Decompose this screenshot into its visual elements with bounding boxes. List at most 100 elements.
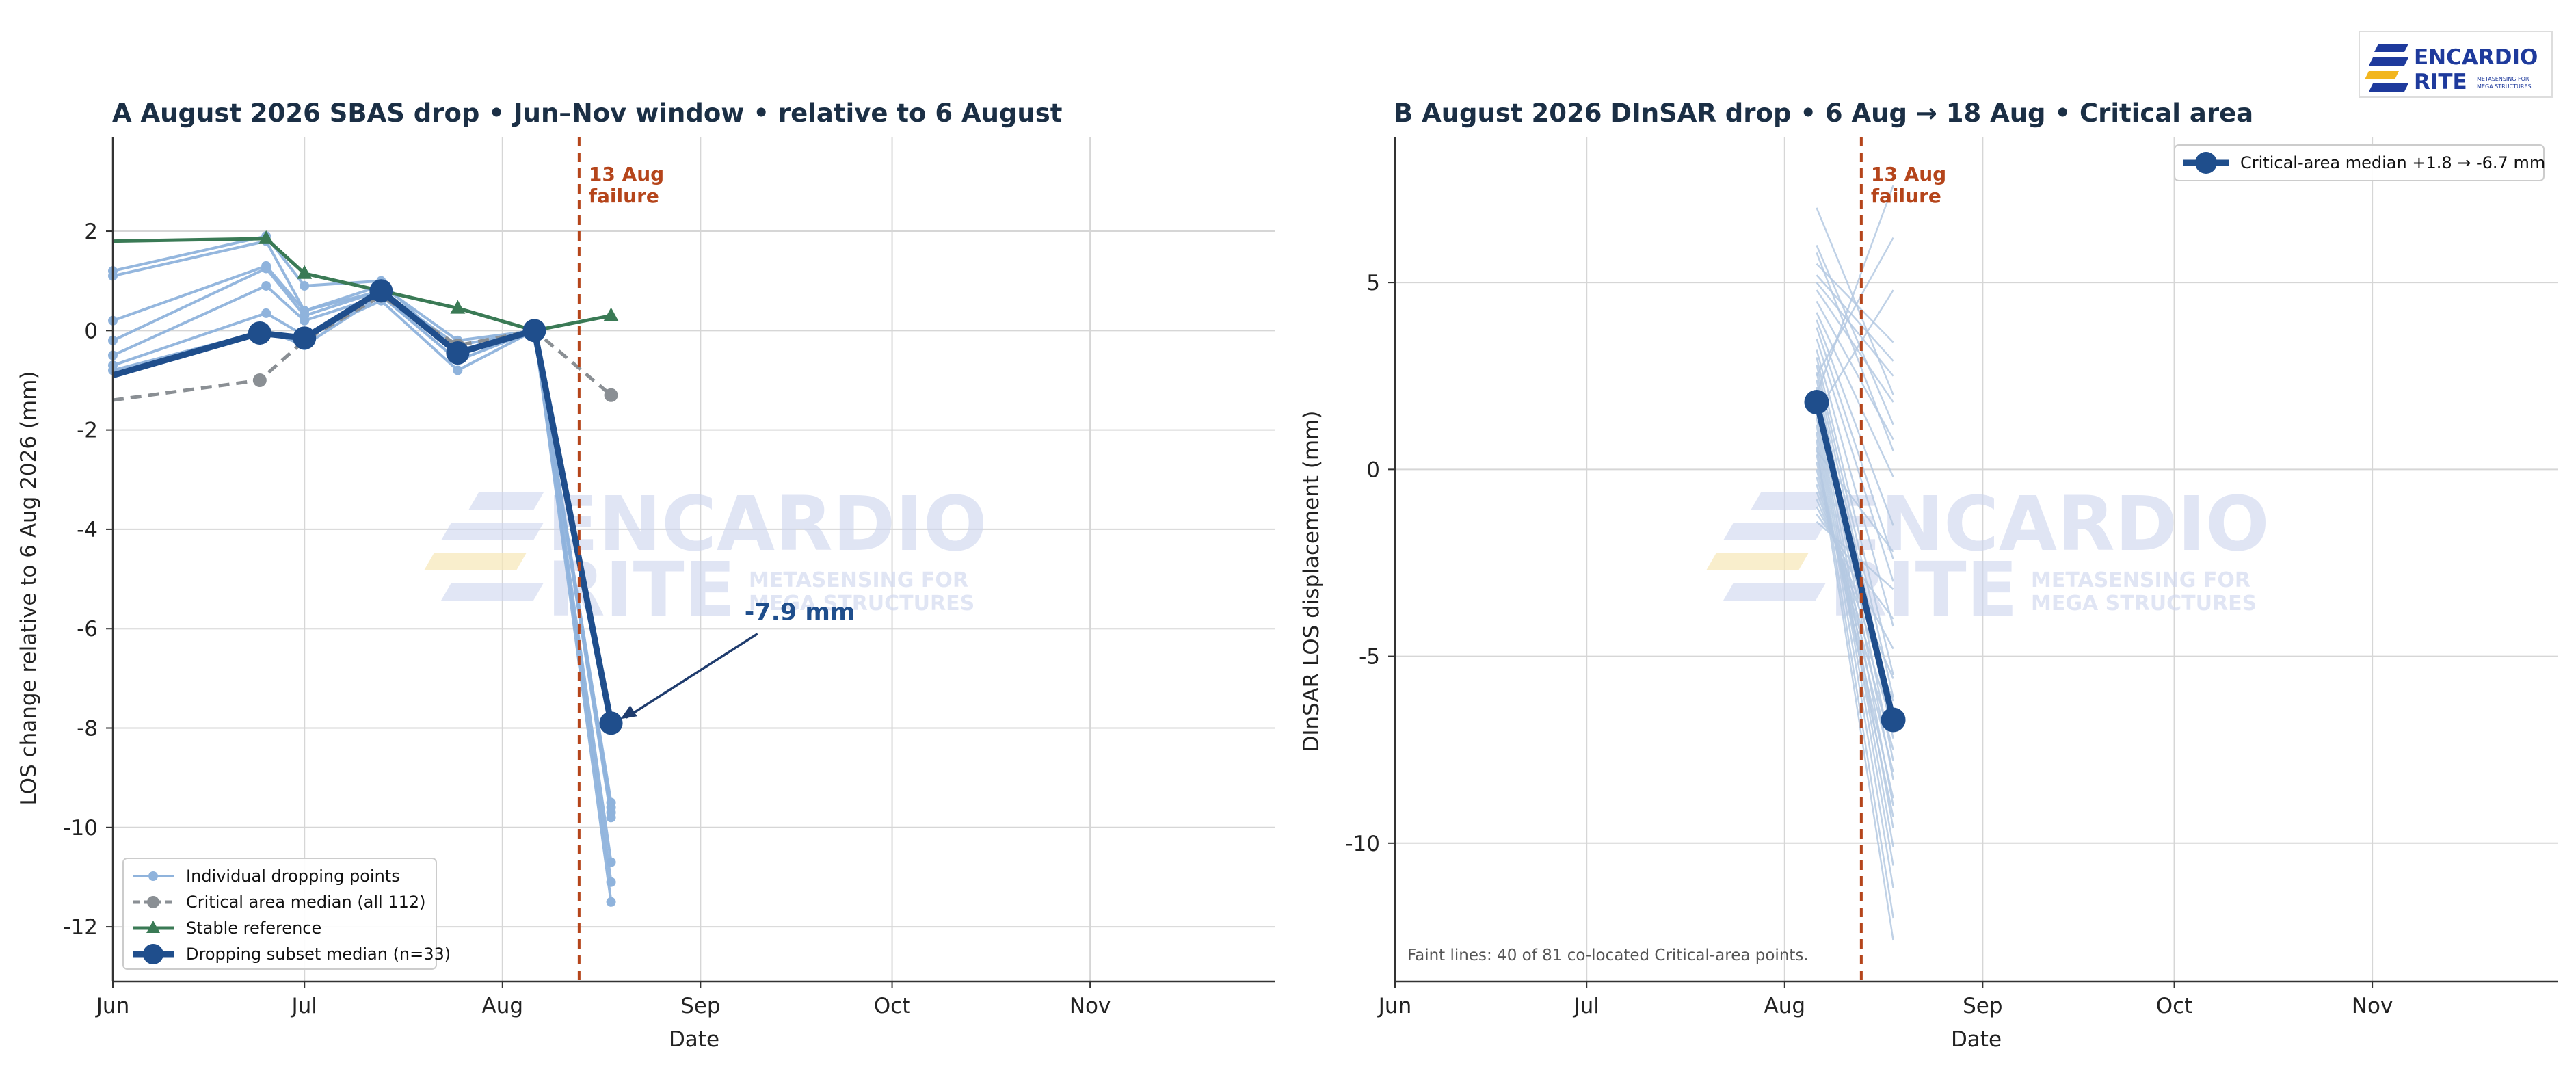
faint-point-line xyxy=(1816,282,1894,377)
logo-stripe-icon xyxy=(2374,44,2408,52)
panel-b-ylabel: DInSAR LOS displacement (mm) xyxy=(1299,411,1324,752)
y-tick-label: 5 xyxy=(1366,271,1380,295)
x-tick-label: Aug xyxy=(482,994,524,1018)
watermark-tagline2: MEGA STRUCTURES xyxy=(749,592,974,616)
panel-a-legend: Individual dropping points Critical area … xyxy=(122,858,451,970)
x-tick-label: Nov xyxy=(2352,994,2393,1018)
faint-point-line xyxy=(1816,237,1894,377)
faint-point-line xyxy=(1816,338,1894,582)
y-tick-label: -8 xyxy=(77,717,98,741)
x-tick-label: Aug xyxy=(1764,994,1806,1018)
legend-swatch-marker xyxy=(146,921,160,933)
watermark-word1: ENCARDIO xyxy=(547,480,987,568)
x-tick-label: Jul xyxy=(291,994,317,1018)
subset-median-marker xyxy=(248,321,271,345)
faint-point-line xyxy=(1816,185,1894,395)
faint-point-line xyxy=(1816,300,1894,440)
panel-b-title: B August 2026 DInSAR drop • 6 Aug → 18 A… xyxy=(1394,98,2253,128)
watermark-stripe-icon xyxy=(468,492,544,510)
panel-a-axes: Jun Jul Aug Sep Oct Nov 2 0 -2 -4 -6 -8 -10 -12 13 Aug… xyxy=(63,137,1275,1018)
legend-entry-label: Critical-area median +1.8 → -6.7 mm xyxy=(2240,153,2545,172)
watermark-stripe-icon xyxy=(1723,583,1826,601)
logo-tagline2: MEGA STRUCTURES xyxy=(2477,83,2532,90)
x-tick-label: Jun xyxy=(95,994,129,1018)
individual-point-marker xyxy=(453,365,463,375)
panel-a-data: -7.9 mm Individual dropping points Critica… xyxy=(108,230,855,970)
subset-median-marker xyxy=(293,326,317,350)
critical-median-marker xyxy=(604,388,618,402)
legend-entry-label: Critical area median (all 112) xyxy=(186,893,426,912)
panel-a-title: A August 2026 SBAS drop • Jun–Nov window… xyxy=(112,98,1062,128)
x-tick-label: Jul xyxy=(1573,994,1599,1018)
x-tick-label: Sep xyxy=(1963,994,2002,1018)
legend-swatch-marker xyxy=(148,871,158,881)
x-tick-label: Sep xyxy=(680,994,720,1018)
y-tick-label: -10 xyxy=(63,816,98,841)
faint-point-line xyxy=(1816,327,1894,559)
legend-swatch-marker xyxy=(147,896,159,908)
subset-median-marker xyxy=(522,319,546,343)
watermark-tagline1: METASENSING FOR xyxy=(2031,568,2250,592)
faint-point-line xyxy=(1816,289,1894,414)
watermark-stripe-icon xyxy=(1751,492,1826,510)
individual-point-marker xyxy=(606,813,616,823)
y-tick-label: -12 xyxy=(63,915,98,940)
annotation-arrow xyxy=(625,633,758,719)
faint-point-line xyxy=(1816,263,1894,343)
individual-point-line xyxy=(112,294,613,808)
faint-point-line xyxy=(1816,312,1894,477)
x-tick-label: Jun xyxy=(1377,994,1411,1018)
failure-label-date: 13 Aug xyxy=(589,163,664,185)
watermark-stripe-icon xyxy=(441,583,544,601)
critical-area-median-marker xyxy=(1881,707,1906,733)
individual-point-line xyxy=(112,267,613,862)
panel-a-ylabel: LOS change relative to 6 Aug 2026 (mm) xyxy=(16,371,41,805)
critical-area-median-marker xyxy=(1804,389,1829,414)
faint-point-line xyxy=(1816,289,1894,403)
stable-reference-marker xyxy=(297,265,313,279)
critical-median-marker xyxy=(252,373,267,387)
panel-a-grid xyxy=(112,137,1275,981)
failure-label-date: 13 Aug xyxy=(1871,163,1946,185)
failure-label-text: failure xyxy=(1871,185,1941,207)
faint-point-line xyxy=(1816,365,1894,698)
failure-label-text: failure xyxy=(589,185,659,207)
subset-median-marker xyxy=(446,341,470,365)
y-tick-label: 0 xyxy=(1366,458,1380,482)
legend-box xyxy=(122,858,437,970)
annotation-label: -7.9 mm xyxy=(745,599,855,626)
y-tick-label: 2 xyxy=(84,220,98,244)
panel-b-data: Critical-area median +1.8 → -6.7 mm xyxy=(1804,144,2545,941)
panel-b-footnote: Faint lines: 40 of 81 co-located Critica… xyxy=(1407,947,1809,964)
faint-point-line xyxy=(1816,274,1894,362)
x-tick-label: Nov xyxy=(1070,994,1111,1018)
company-logo: ENCARDIO RITE METASENSING FOR MEGA STRUC… xyxy=(2359,31,2553,98)
legend-swatch-marker xyxy=(2195,152,2217,174)
y-tick-label: 0 xyxy=(84,319,98,343)
legend-entry-label: Individual dropping points xyxy=(186,867,400,886)
individual-point-marker xyxy=(261,308,271,318)
y-tick-label: -6 xyxy=(77,617,98,642)
faint-point-line xyxy=(1816,432,1894,888)
faint-point-line xyxy=(1816,349,1894,627)
x-tick-label: Oct xyxy=(874,994,911,1018)
watermark-word1: ENCARDIO xyxy=(1829,480,2270,568)
y-tick-label: -2 xyxy=(77,419,98,443)
annotation-arrowhead-icon xyxy=(620,705,637,720)
individual-point-marker xyxy=(261,263,271,274)
panel-b-xlabel: Date xyxy=(1951,1027,2002,1052)
logo-stripe-icon xyxy=(2369,83,2408,92)
watermark-tagline1: METASENSING FOR xyxy=(749,568,968,592)
individual-point-marker xyxy=(606,802,616,813)
panel-a-xlabel: Date xyxy=(669,1027,719,1052)
logo-stripe-icon xyxy=(2369,57,2408,66)
faint-point-line xyxy=(1816,357,1894,676)
watermark-stripe-icon xyxy=(1723,523,1826,540)
legend-swatch-marker xyxy=(143,944,163,964)
faint-point-line xyxy=(1816,424,1894,866)
stable-reference-marker xyxy=(450,300,466,314)
watermark-stripe-icon xyxy=(441,523,544,540)
logo-word2: RITE xyxy=(2414,70,2467,94)
panel-b-watermark: ENCARDIO RITE METASENSING FOR MEGA STRUC… xyxy=(1706,480,2270,633)
